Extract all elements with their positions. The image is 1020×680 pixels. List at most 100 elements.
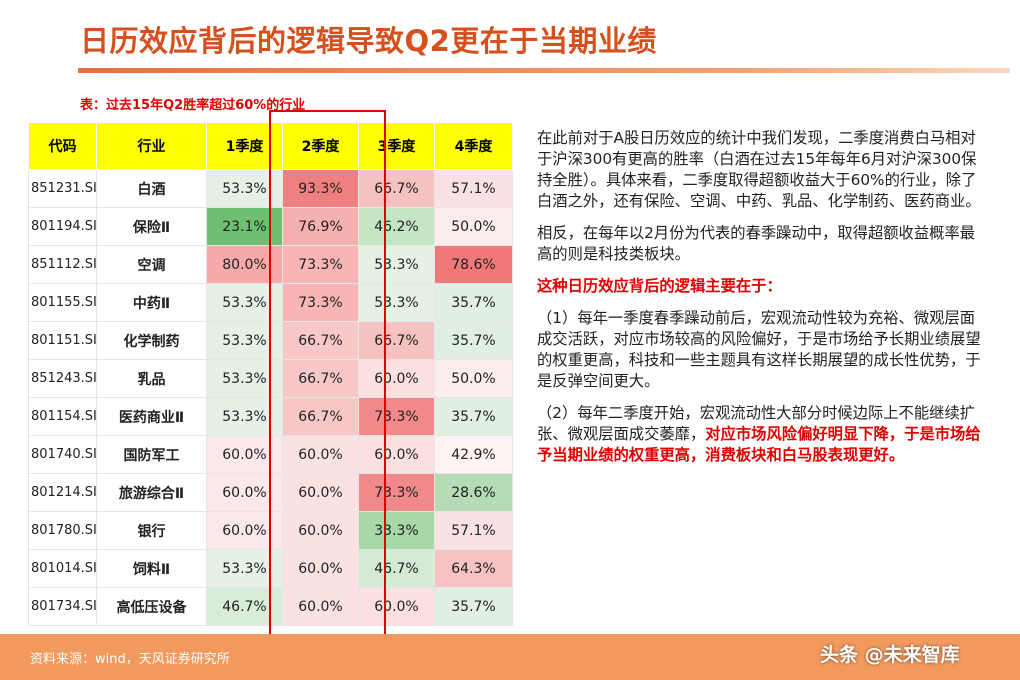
paragraph-3-key-point: 这种日历效应背后的逻辑主要在于： [537, 277, 782, 295]
cell-code: 801155.SI [28, 283, 97, 322]
cell-code: 851112.SI [28, 245, 97, 284]
cell-industry: 银行 [96, 511, 207, 550]
paragraph-5-normal: （2）每年二季度开始，宏观流动性大部分时候边际上不能继续扩张、微观层面成交萎靡， [537, 404, 976, 443]
cell-industry: 化学制药 [96, 321, 207, 360]
footer-bar [0, 634, 1020, 680]
cell-q3: 73.3% [358, 397, 435, 436]
table-row: 851243.SI 乳品 53.3% 66.7% 60.0% 50.0% [28, 359, 513, 398]
table-row: 801740.SI 国防军工 60.0% 60.0% 60.0% 42.9% [28, 435, 513, 474]
cell-industry: 饲料Ⅱ [96, 549, 207, 588]
cell-code: 801014.SI [28, 549, 97, 588]
cell-q3: 66.7% [358, 321, 435, 360]
table-body: 851231.SI 白酒 53.3% 93.3% 66.7% 57.1% 801194.SI… [28, 169, 513, 626]
cell-q2: 60.0% [282, 549, 359, 588]
cell-q3: 73.3% [358, 473, 435, 512]
header-q3: 3季度 [358, 122, 435, 170]
cell-q1: 23.1% [206, 207, 283, 246]
cell-q4: 50.0% [434, 207, 513, 246]
cell-industry: 空调 [96, 245, 207, 284]
cell-industry: 乳品 [96, 359, 207, 398]
cell-q2: 73.3% [282, 245, 359, 284]
table-header-row: 代码 行业 1季度 2季度 3季度 4季度 [28, 122, 513, 170]
cell-q1: 60.0% [206, 511, 283, 550]
cell-q3: 53.3% [358, 245, 435, 284]
cell-industry: 高低压设备 [96, 587, 207, 626]
cell-q1: 53.3% [206, 169, 283, 208]
cell-q4: 57.1% [434, 169, 513, 208]
cell-q2: 66.7% [282, 359, 359, 398]
cell-code: 801194.SI [28, 207, 97, 246]
cell-q4: 35.7% [434, 283, 513, 322]
cell-q2: 60.0% [282, 587, 359, 626]
cell-q1: 53.3% [206, 397, 283, 436]
cell-q1: 53.3% [206, 359, 283, 398]
title-underline [78, 68, 1010, 73]
table-row: 801151.SI 化学制药 53.3% 66.7% 66.7% 35.7% [28, 321, 513, 360]
cell-q4: 35.7% [434, 397, 513, 436]
cell-q2: 93.3% [282, 169, 359, 208]
table-row: 801214.SI 旅游综合Ⅱ 60.0% 60.0% 73.3% 28.6% [28, 473, 513, 512]
cell-q2: 60.0% [282, 473, 359, 512]
paragraph-4: （1）每年一季度春季躁动前后，宏观流动性较为充裕、微观层面成交活跃，对应市场较高… [537, 309, 981, 390]
cell-industry: 国防军工 [96, 435, 207, 474]
cell-q4: 64.3% [434, 549, 513, 588]
winrate-table: 代码 行业 1季度 2季度 3季度 4季度 851231.SI 白酒 53.3% 93… [28, 122, 513, 626]
header-q2: 2季度 [282, 122, 359, 170]
cell-q4: 50.0% [434, 359, 513, 398]
cell-q2: 60.0% [282, 511, 359, 550]
table-row: 801734.SI 高低压设备 46.7% 60.0% 60.0% 35.7% [28, 587, 513, 626]
cell-q4: 57.1% [434, 511, 513, 550]
cell-q3: 46.2% [358, 207, 435, 246]
cell-q2: 76.9% [282, 207, 359, 246]
cell-code: 801734.SI [28, 587, 97, 626]
analysis-text: 在此前对于A股日历效应的统计中我们发现，二季度消费白马相对于沪深300有更高的胜… [537, 128, 989, 477]
table-row: 801154.SI 医药商业Ⅱ 53.3% 66.7% 73.3% 35.7% [28, 397, 513, 436]
cell-q2: 73.3% [282, 283, 359, 322]
cell-q3: 66.7% [358, 169, 435, 208]
cell-q4: 42.9% [434, 435, 513, 474]
source-note: 资料来源：wind，天风证券研究所 [30, 652, 230, 667]
cell-q4: 35.7% [434, 321, 513, 360]
cell-q1: 60.0% [206, 435, 283, 474]
paragraph-5: （2）每年二季度开始，宏观流动性大部分时候边际上不能继续扩张、微观层面成交萎靡，… [537, 403, 989, 466]
table-row: 851231.SI 白酒 53.3% 93.3% 66.7% 57.1% [28, 169, 513, 208]
table-caption: 表：过去15年Q2胜率超过60%的行业 [80, 98, 306, 113]
cell-industry: 中药Ⅱ [96, 283, 207, 322]
cell-q4: 35.7% [434, 587, 513, 626]
cell-industry: 旅游综合Ⅱ [96, 473, 207, 512]
table-row: 801194.SI 保险Ⅱ 23.1% 76.9% 46.2% 50.0% [28, 207, 513, 246]
cell-q2: 60.0% [282, 435, 359, 474]
cell-q4: 28.6% [434, 473, 513, 512]
table-row: 851112.SI 空调 80.0% 73.3% 53.3% 78.6% [28, 245, 513, 284]
cell-code: 851231.SI [28, 169, 97, 208]
cell-q3: 60.0% [358, 435, 435, 474]
header-code: 代码 [28, 122, 97, 170]
page-title: 日历效应背后的逻辑导致Q2更在于当期业绩 [80, 24, 657, 58]
cell-industry: 白酒 [96, 169, 207, 208]
cell-q3: 46.7% [358, 549, 435, 588]
cell-q1: 60.0% [206, 473, 283, 512]
cell-code: 851243.SI [28, 359, 97, 398]
table-row: 801155.SI 中药Ⅱ 53.3% 73.3% 53.3% 35.7% [28, 283, 513, 322]
cell-q3: 60.0% [358, 359, 435, 398]
cell-code: 801214.SI [28, 473, 97, 512]
cell-q2: 66.7% [282, 397, 359, 436]
header-q4: 4季度 [434, 122, 513, 170]
cell-q4: 78.6% [434, 245, 513, 284]
cell-q3: 60.0% [358, 587, 435, 626]
cell-q1: 53.3% [206, 283, 283, 322]
cell-q3: 33.3% [358, 511, 435, 550]
cell-q1: 80.0% [206, 245, 283, 284]
cell-q2: 66.7% [282, 321, 359, 360]
cell-industry: 保险Ⅱ [96, 207, 207, 246]
cell-q1: 53.3% [206, 549, 283, 588]
header-q1: 1季度 [206, 122, 283, 170]
cell-industry: 医药商业Ⅱ [96, 397, 207, 436]
header-industry: 行业 [96, 122, 207, 170]
cell-code: 801151.SI [28, 321, 97, 360]
cell-code: 801154.SI [28, 397, 97, 436]
paragraph-5-emphasis: 对应市场风险偏好明显下降，于是市场给予当期业绩的权重更高，消费板块和白马股表现更… [537, 425, 981, 464]
watermark: 头条 @未来智库 [820, 644, 960, 666]
cell-code: 801740.SI [28, 435, 97, 474]
paragraph-1: 在此前对于A股日历效应的统计中我们发现，二季度消费白马相对于沪深300有更高的胜… [537, 129, 981, 210]
